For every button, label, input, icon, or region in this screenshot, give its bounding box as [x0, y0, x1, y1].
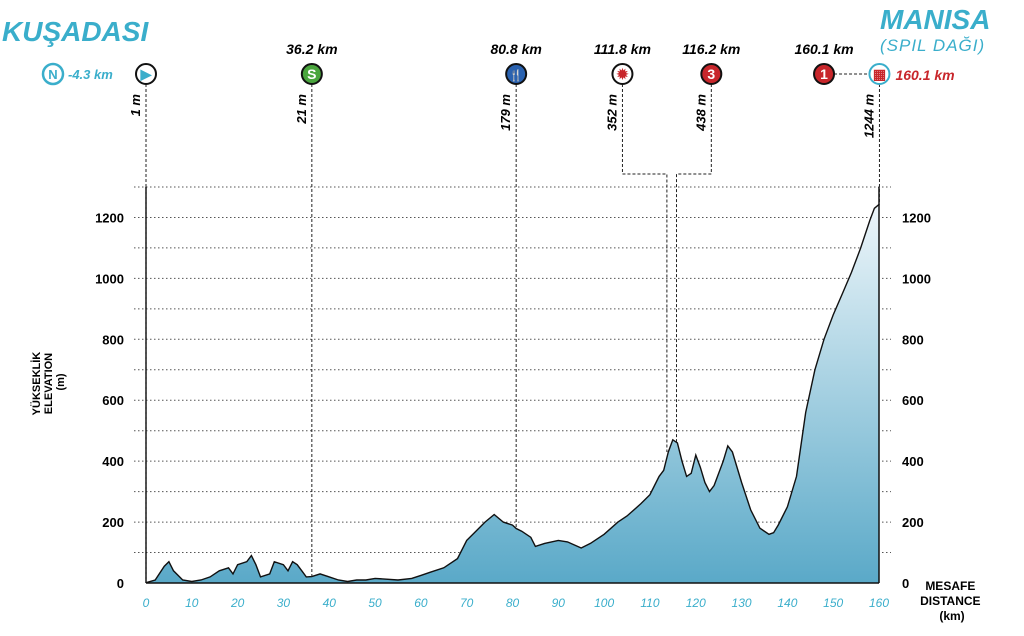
marker-kom3: 3 116.2 km 438 m — [676, 41, 740, 443]
x-tick-label: 130 — [732, 596, 752, 610]
y-tick-label-right: 0 — [902, 576, 909, 591]
elevation-line — [145, 203, 880, 584]
finish-icon — [868, 63, 891, 85]
marker-elevation-label: 1244 m — [861, 94, 876, 139]
x-tick-label: 90 — [552, 596, 566, 610]
marker-km-label: 160.1 km — [794, 41, 853, 57]
x-tick-label: 80 — [506, 596, 520, 610]
x-tick-label: 140 — [777, 596, 797, 610]
y-tick-label-right: 1200 — [902, 210, 931, 225]
kom-cat3-icon — [700, 63, 723, 85]
marker-km-label: 36.2 km — [286, 41, 337, 57]
x-tick-label: 60 — [414, 596, 428, 610]
x-tick-label: 100 — [594, 596, 614, 610]
marker-bonus: ✹ 111.8 km 352 m — [594, 41, 668, 453]
marker-start: ▶ 1 m — [128, 63, 157, 583]
sprint-icon — [300, 63, 323, 85]
y-axis-label: YÜKSEKLİK ELEVATION (m) — [30, 349, 67, 416]
y-tick-label-right: 800 — [902, 332, 924, 347]
neutral-icon-letter: N — [48, 67, 57, 82]
x-tick-label: 0 — [143, 596, 150, 610]
x-tick-label: 110 — [640, 596, 659, 610]
elevation-area — [146, 204, 880, 583]
x-tick-label: 40 — [323, 596, 337, 610]
y-tick-label-right: 200 — [902, 515, 924, 530]
kom-cat1-icon — [813, 63, 836, 85]
x-tick-label: 30 — [277, 596, 291, 610]
sprint-icon-glyph: S — [307, 66, 316, 82]
x-tick-label: 10 — [185, 596, 199, 610]
start-flag-icon — [135, 63, 157, 85]
x-tick-label: 70 — [460, 596, 474, 610]
marker-elevation-label: 1 m — [128, 94, 143, 117]
finish-icon-glyph: ▦ — [873, 66, 886, 82]
marker-elevation-label: 179 m — [498, 94, 513, 131]
marker-line — [621, 84, 668, 453]
marker-elevation-label: 21 m — [294, 94, 309, 125]
marker-elevation-label: 352 m — [604, 94, 619, 131]
marker-sprint: S 36.2 km 21 m — [286, 41, 338, 577]
y-tick-label-right: 1000 — [902, 271, 931, 286]
finish-subtitle: (SPIL DAĞI) — [880, 36, 986, 55]
finish-km-label: 160.1 km — [895, 67, 954, 83]
marker-feed: 🍴 80.8 km 179 m — [490, 41, 542, 529]
x-axis-label: MESAFE DISTANCE (km) — [920, 579, 984, 623]
y-tick-label-right: 400 — [902, 454, 924, 469]
marker-elevation-label: 438 m — [693, 94, 708, 132]
neutral-start: N -4.3 km — [41, 62, 113, 86]
feed-zone-icon — [505, 63, 528, 85]
start-flag-icon-glyph: ▶ — [140, 66, 153, 82]
marker-kom1: 1 160.1 km — [794, 41, 870, 85]
bonus-sprint-icon-glyph: ✹ — [616, 66, 630, 82]
y-tick-label-left: 1000 — [95, 271, 124, 286]
x-tick-label: 150 — [823, 596, 843, 610]
finish-city: MANISA — [880, 4, 991, 35]
y-tick-label-left: 200 — [102, 515, 124, 530]
y-tick-label-left: 600 — [102, 393, 124, 408]
kom-cat3-icon-glyph: 3 — [707, 66, 715, 82]
neutral-km-label: -4.3 km — [68, 67, 113, 82]
x-tick-label: 120 — [686, 596, 706, 610]
x-tick-label: 20 — [230, 596, 245, 610]
marker-km-label: 116.2 km — [682, 41, 740, 57]
feed-zone-icon-glyph: 🍴 — [509, 69, 523, 82]
neutral-icon — [41, 62, 65, 86]
marker-km-label: 80.8 km — [490, 41, 541, 57]
y-tick-label-left: 0 — [117, 576, 124, 591]
marker-line — [676, 84, 712, 443]
bonus-sprint-icon — [611, 63, 634, 85]
x-tick-label: 160 — [869, 596, 889, 610]
marker-finish: ▦ 160.1 km 1244 m — [861, 63, 955, 205]
y-tick-label-left: 800 — [102, 332, 124, 347]
y-tick-label-left: 1200 — [95, 210, 124, 225]
y-tick-label-left: 400 — [102, 454, 124, 469]
start-city: KUŞADASI — [2, 16, 149, 47]
kom-cat1-icon-glyph: 1 — [820, 66, 828, 82]
marker-km-label: 111.8 km — [594, 41, 651, 57]
y-tick-label-right: 600 — [902, 393, 924, 408]
x-tick-label: 50 — [368, 596, 382, 610]
